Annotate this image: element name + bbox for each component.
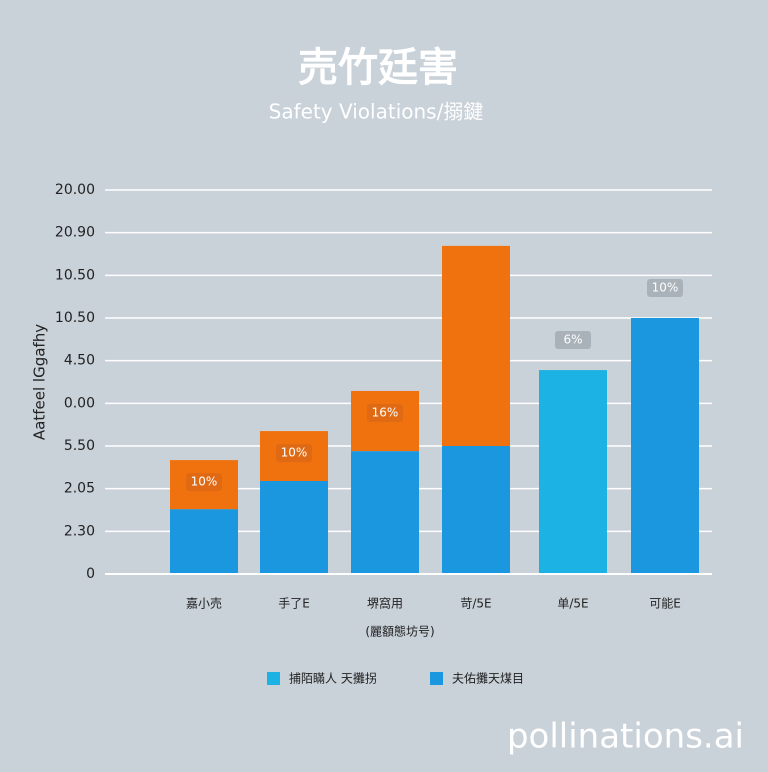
bar-segment bbox=[631, 318, 699, 574]
annotation: 10% bbox=[652, 281, 679, 295]
chart-subtitle: Safety Violations/搦鍵 bbox=[269, 100, 484, 124]
x-tick-label: 嘉小売 bbox=[186, 596, 222, 611]
watermark: pollinations.ai bbox=[507, 717, 744, 757]
y-tick-label: 20.00 bbox=[55, 182, 95, 198]
x-tick-label: 堺窩用 bbox=[367, 596, 403, 611]
y-tick-label: 0.00 bbox=[64, 395, 95, 411]
bar-segment bbox=[539, 370, 607, 574]
y-axis-label: Aatfeel lGgafhy bbox=[31, 324, 49, 440]
annotation: 16% bbox=[372, 405, 399, 419]
bar-segment bbox=[260, 480, 328, 574]
annotation-box bbox=[555, 331, 591, 350]
y-tick-label: 4.50 bbox=[64, 353, 95, 369]
y-tick-label: 2.30 bbox=[64, 523, 95, 539]
legend-swatch bbox=[430, 672, 443, 685]
annotation-box bbox=[276, 444, 312, 463]
bar-segment bbox=[170, 509, 238, 574]
bar-segment bbox=[351, 451, 419, 574]
annotation: 10% bbox=[281, 446, 308, 460]
annotation: 10% bbox=[191, 475, 218, 489]
legend-label: 夫佑攤天煤目 bbox=[452, 671, 524, 686]
y-tick-label: 10.50 bbox=[55, 267, 95, 283]
legend-swatch bbox=[267, 672, 280, 685]
annotation-box bbox=[647, 279, 683, 297]
legend-label: 捕陌瞞人 天攤拐 bbox=[289, 671, 377, 686]
x-axis-label: (麗額態坊号) bbox=[365, 624, 434, 639]
x-tick-label: 可能E bbox=[649, 597, 681, 611]
x-tick-label: 苛/5E bbox=[460, 597, 491, 611]
annotation-box bbox=[186, 473, 222, 492]
bar-segment bbox=[442, 245, 510, 446]
bar-segment bbox=[442, 446, 510, 574]
y-tick-label: 5.50 bbox=[64, 438, 95, 454]
chart-title: 売竹廷害 bbox=[298, 45, 458, 91]
annotation: 6% bbox=[563, 333, 582, 347]
y-tick-label: 0 bbox=[86, 566, 95, 582]
y-tick-label: 20.90 bbox=[55, 225, 95, 241]
x-tick-label: 手了E bbox=[278, 597, 310, 611]
y-tick-label: 2.05 bbox=[64, 481, 95, 497]
x-tick-label: 单/5E bbox=[557, 597, 588, 611]
y-tick-label: 10.50 bbox=[55, 310, 95, 326]
annotation-box bbox=[367, 403, 403, 422]
